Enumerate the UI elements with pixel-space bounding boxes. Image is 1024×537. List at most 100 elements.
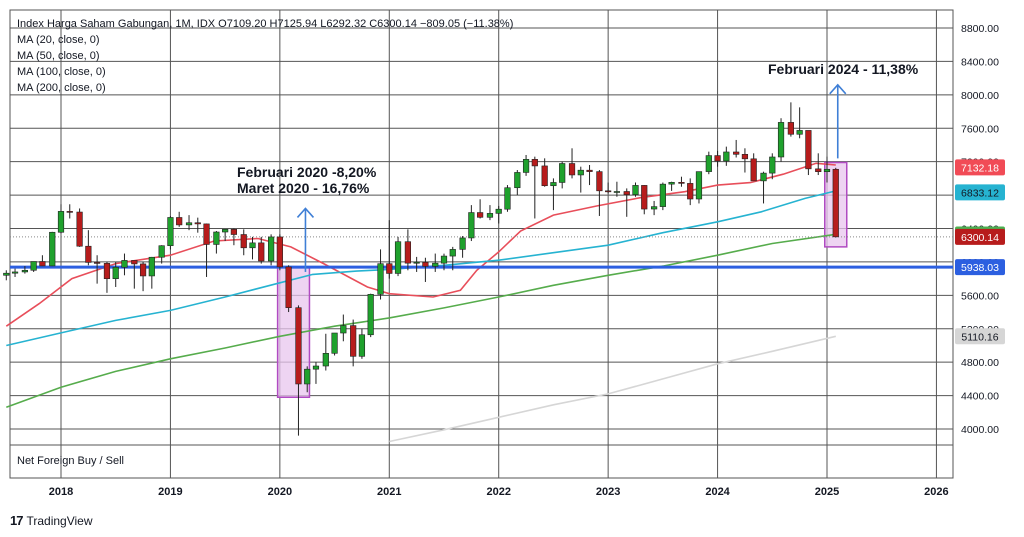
candle-body — [550, 182, 557, 187]
time-tick-label: 2026 — [924, 486, 948, 498]
candle — [158, 245, 165, 264]
candle — [3, 270, 10, 281]
legend-ma100[interactable]: MA (100, close, 0) — [17, 66, 106, 78]
candle-body — [230, 229, 237, 235]
candle — [815, 153, 822, 176]
price-label-bg — [955, 184, 1005, 201]
candle-body — [185, 222, 193, 226]
candle — [350, 319, 357, 367]
candle — [832, 167, 839, 238]
time-tick-label: 2019 — [158, 486, 182, 498]
candle — [468, 205, 475, 242]
candle — [94, 255, 101, 284]
candle — [760, 171, 767, 204]
candle — [194, 217, 201, 233]
candle — [750, 153, 757, 182]
subpane-label[interactable]: Net Foreign Buy / Sell — [17, 455, 124, 467]
candle — [121, 253, 128, 276]
candle-body — [714, 155, 721, 162]
candle — [514, 170, 521, 196]
candle-body — [750, 158, 757, 182]
candle — [49, 231, 56, 267]
candle-body — [432, 262, 439, 267]
legend-ma50[interactable]: MA (50, close, 0) — [17, 50, 100, 62]
candle-body — [358, 334, 366, 357]
candle — [805, 130, 812, 176]
candle — [777, 118, 785, 162]
candle — [596, 170, 603, 216]
price-label-badge: 5938.03 — [955, 259, 1005, 276]
candle — [678, 176, 685, 187]
candle — [440, 253, 448, 271]
candle-body — [678, 182, 685, 184]
chart-gridlines — [9, 9, 954, 479]
candle — [605, 182, 612, 194]
price-tick-label: 8400.00 — [961, 56, 999, 68]
candle — [432, 253, 439, 272]
candle-body — [832, 168, 839, 238]
tradingview-logo-icon: 17 — [10, 513, 24, 528]
candle — [733, 139, 740, 158]
candle-body — [258, 242, 265, 262]
candle-body — [596, 171, 603, 192]
candle — [367, 293, 374, 338]
candle — [586, 165, 593, 186]
candle-body — [295, 307, 302, 385]
candlestick-series — [3, 102, 839, 436]
candle-body — [805, 130, 812, 170]
candle-body — [495, 208, 502, 214]
candle-body — [504, 187, 511, 210]
candle — [714, 150, 721, 167]
time-axis[interactable]: 2018 2019 2020 2021 2022 2023 2024 2025 2026 — [49, 486, 949, 498]
candle-body — [623, 191, 630, 195]
candle-body — [586, 169, 593, 172]
candle — [413, 256, 420, 272]
candle — [103, 261, 111, 293]
candle — [641, 185, 648, 215]
candle — [769, 153, 776, 180]
candle — [112, 261, 119, 287]
candle-body — [605, 190, 612, 193]
candle-body — [769, 156, 776, 174]
price-label-bg — [955, 228, 1005, 245]
chart-border — [9, 9, 954, 479]
price-label-bg — [955, 259, 1005, 276]
candle-body — [85, 245, 92, 263]
candle-body — [741, 154, 749, 160]
price-label-text: 6300.14 — [961, 232, 999, 244]
price-label-badge: 6833.12 — [955, 184, 1005, 201]
price-label-text: 6833.12 — [961, 187, 999, 199]
candle-body — [723, 151, 730, 162]
candle-body — [158, 245, 165, 258]
legend-ma200[interactable]: MA (200, close, 0) — [17, 82, 106, 94]
candle-body — [760, 172, 767, 182]
candle-body — [94, 262, 101, 264]
candle-body — [76, 211, 83, 247]
candle-body — [176, 217, 183, 226]
candle — [258, 236, 265, 264]
brand[interactable]: 17 TradingView — [10, 513, 93, 528]
candle — [550, 178, 557, 211]
candle — [295, 305, 302, 436]
time-tick-label: 2020 — [268, 486, 292, 498]
candle — [139, 261, 147, 292]
candle — [659, 182, 666, 211]
legend-title[interactable]: Index Harga Saham Gabungan, 1M, IDX O710… — [17, 18, 514, 30]
candle-body — [568, 163, 576, 176]
candle-body — [139, 263, 147, 277]
price-tick-label: 4000.00 — [961, 424, 999, 436]
candle-body — [57, 211, 65, 233]
candle — [268, 234, 275, 266]
candle — [331, 332, 338, 356]
candle — [559, 161, 566, 189]
candle — [386, 220, 393, 279]
legend-ma20[interactable]: MA (20, close, 0) — [17, 34, 100, 46]
candle-body — [522, 159, 530, 173]
price-tick-label: 8800.00 — [961, 23, 999, 35]
price-label-bg — [955, 328, 1005, 345]
candle-body — [240, 234, 247, 249]
time-tick-label: 2018 — [49, 486, 73, 498]
candle — [486, 205, 494, 221]
candle — [687, 178, 694, 206]
